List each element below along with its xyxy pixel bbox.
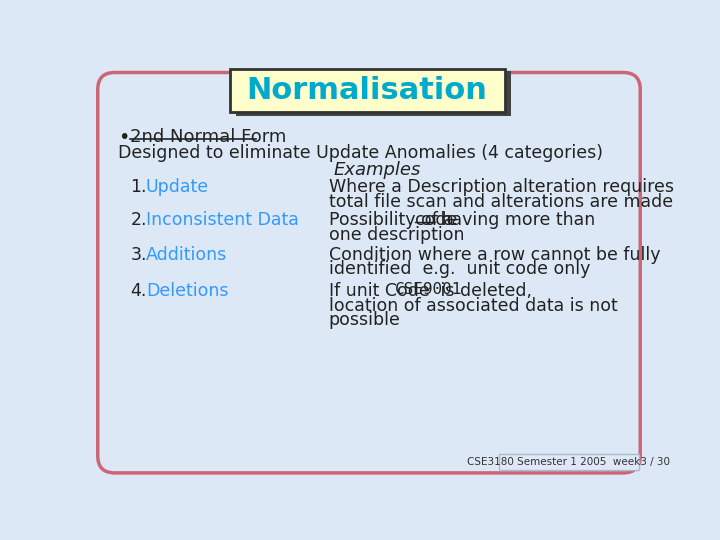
Text: Examples: Examples — [333, 161, 420, 179]
Text: location of associated data is not: location of associated data is not — [329, 296, 618, 315]
Text: possible: possible — [329, 311, 400, 329]
Text: Where a Description alteration requires: Where a Description alteration requires — [329, 178, 674, 196]
Text: Deletions: Deletions — [145, 282, 228, 300]
Text: Condition where a row cannot be fully: Condition where a row cannot be fully — [329, 246, 660, 264]
Text: 2.: 2. — [130, 211, 147, 229]
Text: total file scan and alterations are made: total file scan and alterations are made — [329, 193, 672, 211]
FancyBboxPatch shape — [499, 455, 639, 470]
Text: having more than: having more than — [436, 211, 595, 229]
Text: Designed to eliminate Update Anomalies (4 categories): Designed to eliminate Update Anomalies (… — [118, 144, 603, 162]
Text: •: • — [118, 128, 130, 147]
Text: is deleted,: is deleted, — [436, 282, 532, 300]
FancyBboxPatch shape — [230, 69, 505, 112]
Text: Possibility of a: Possibility of a — [329, 211, 459, 229]
FancyBboxPatch shape — [235, 71, 510, 116]
Text: Additions: Additions — [145, 246, 227, 264]
Text: 2nd Normal Form: 2nd Normal Form — [130, 128, 287, 146]
Text: CSE3180 Semester 1 2005  week3 / 30: CSE3180 Semester 1 2005 week3 / 30 — [467, 457, 670, 467]
Text: 1.: 1. — [130, 178, 147, 196]
Text: 3.: 3. — [130, 246, 147, 264]
Text: code: code — [415, 211, 457, 229]
Text: Normalisation: Normalisation — [246, 76, 487, 105]
Text: 4.: 4. — [130, 282, 147, 300]
Text: identified  e.g.  unit code only: identified e.g. unit code only — [329, 260, 590, 279]
Text: Inconsistent Data: Inconsistent Data — [145, 211, 299, 229]
Text: If unit Code: If unit Code — [329, 282, 435, 300]
Text: CSE9001: CSE9001 — [395, 282, 462, 297]
Text: Update: Update — [145, 178, 209, 196]
FancyBboxPatch shape — [98, 72, 640, 473]
Text: one description: one description — [329, 226, 464, 244]
